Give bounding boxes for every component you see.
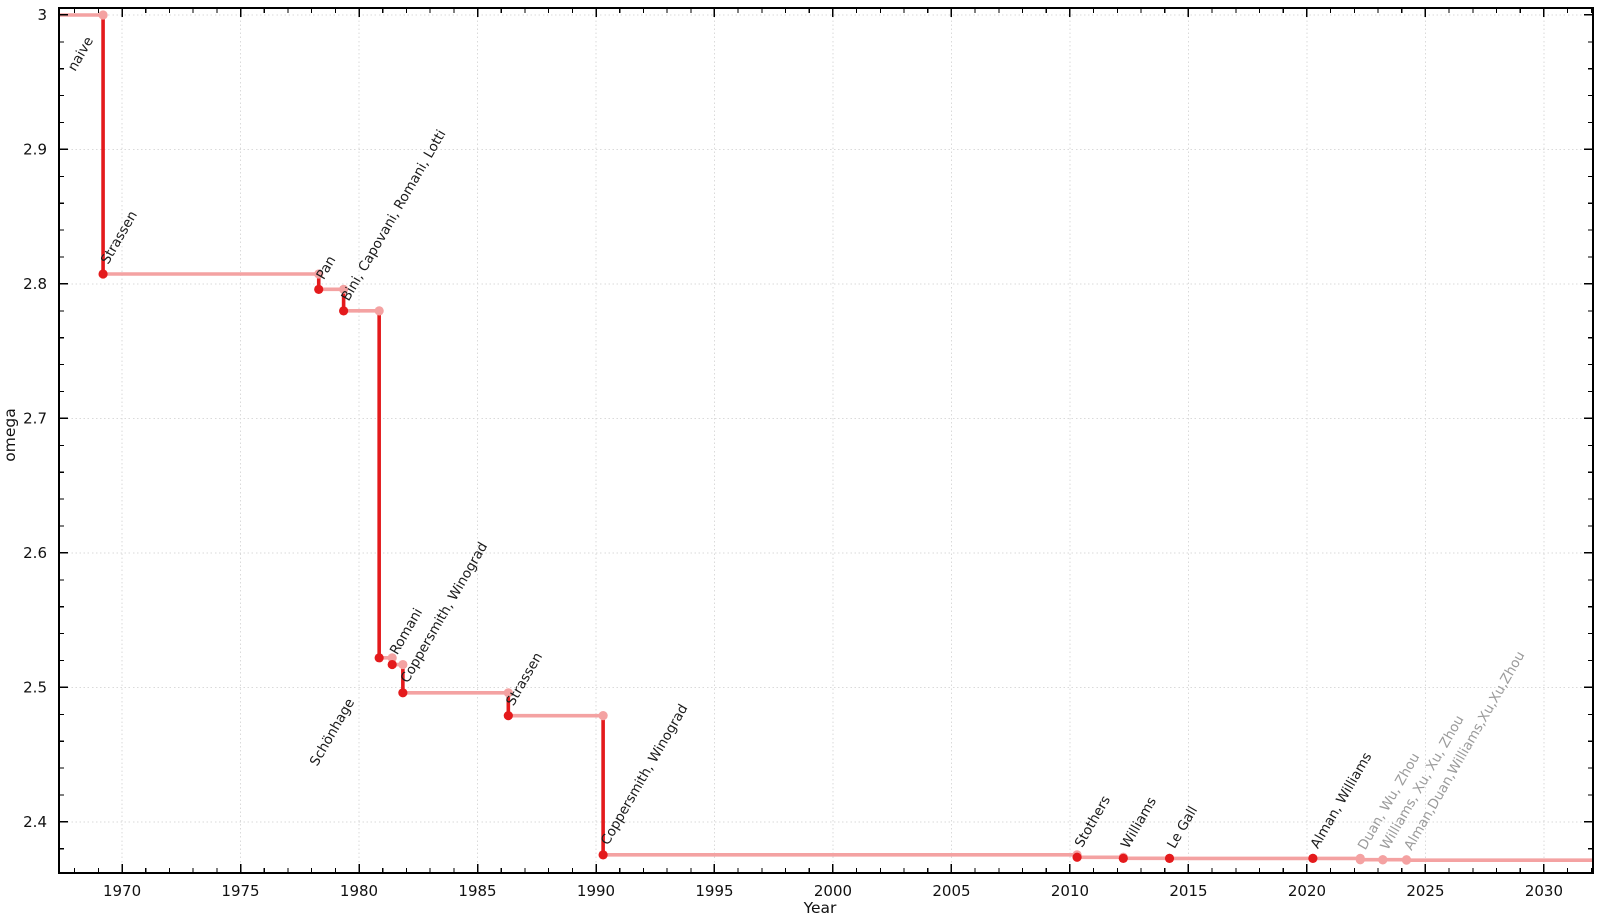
record-marker xyxy=(398,688,408,698)
record-label: Schönhage xyxy=(307,696,358,769)
x-axis-tick-label: 2010 xyxy=(1051,882,1089,900)
x-axis-tick-label: 2030 xyxy=(1525,882,1563,900)
record-label: Williams xyxy=(1118,794,1160,851)
record-marker xyxy=(1355,855,1365,865)
record-marker xyxy=(314,284,324,294)
y-axis-tick-label: 2.5 xyxy=(23,678,47,696)
record-label: naive xyxy=(65,34,97,74)
y-axis-tick-label: 2.4 xyxy=(23,813,47,831)
record-label: Strassen xyxy=(503,650,546,709)
y-axis-title: omega xyxy=(1,408,19,461)
record-marker xyxy=(1118,853,1128,863)
y-axis-tick-label: 2.9 xyxy=(23,140,47,158)
record-marker xyxy=(1072,852,1082,862)
tick-label-layer: 1970 1975 1980 1985 1990 1995 2000 2005 2010 2015… xyxy=(23,6,1563,900)
record-marker xyxy=(1378,855,1388,865)
record-marker xyxy=(98,269,108,279)
record-marker xyxy=(339,306,349,316)
record-label: Bini, Capovani, Romani, Lotti xyxy=(338,127,449,304)
x-axis-title: Year xyxy=(803,899,837,917)
record-marker xyxy=(503,711,513,721)
x-axis-tick-label: 1995 xyxy=(695,882,733,900)
corner-marker xyxy=(374,306,384,316)
x-axis-tick-label: 2005 xyxy=(932,882,970,900)
step-line-series xyxy=(59,10,1593,865)
corner-marker xyxy=(314,269,324,279)
corner-marker xyxy=(398,659,408,670)
corner-marker xyxy=(98,10,108,20)
y-axis-tick-label: 2.8 xyxy=(23,275,47,293)
x-axis-tick-label: 2000 xyxy=(814,882,852,900)
y-axis-tick-label: 2.6 xyxy=(23,544,47,562)
x-axis-tick-label: 2020 xyxy=(1288,882,1326,900)
record-label: Stothers xyxy=(1072,793,1114,850)
record-label: Alman,Duan,Williams,Xu,Xu,Zhou xyxy=(1401,649,1528,854)
corner-marker xyxy=(598,711,608,721)
x-axis-tick-label: 1985 xyxy=(458,882,496,900)
corner-marker xyxy=(387,653,397,663)
record-label: Coppersmith, Winograd xyxy=(598,702,692,848)
x-axis-tick-label: 1970 xyxy=(103,882,141,900)
record-marker xyxy=(1401,855,1412,865)
record-label: Le Gall xyxy=(1164,803,1201,851)
corner-marker xyxy=(503,688,513,698)
record-marker xyxy=(387,659,397,670)
corner-marker xyxy=(339,284,349,294)
record-marker xyxy=(598,850,608,860)
grid-layer xyxy=(59,8,1593,873)
record-marker xyxy=(1308,853,1318,863)
record-marker xyxy=(1164,853,1175,863)
x-axis-tick-label: 2015 xyxy=(1169,882,1207,900)
record-marker xyxy=(374,653,384,663)
x-axis-tick-label: 2025 xyxy=(1406,882,1444,900)
axis-frame-layer xyxy=(58,7,1594,874)
y-axis-tick-label: 3 xyxy=(37,6,47,24)
x-axis-tick-label: 1975 xyxy=(221,882,259,900)
y-axis-tick-label: 2.7 xyxy=(23,409,47,427)
plot-frame xyxy=(58,7,1594,874)
x-axis-tick-label: 1980 xyxy=(340,882,378,900)
x-axis-tick-label: 1990 xyxy=(577,882,615,900)
